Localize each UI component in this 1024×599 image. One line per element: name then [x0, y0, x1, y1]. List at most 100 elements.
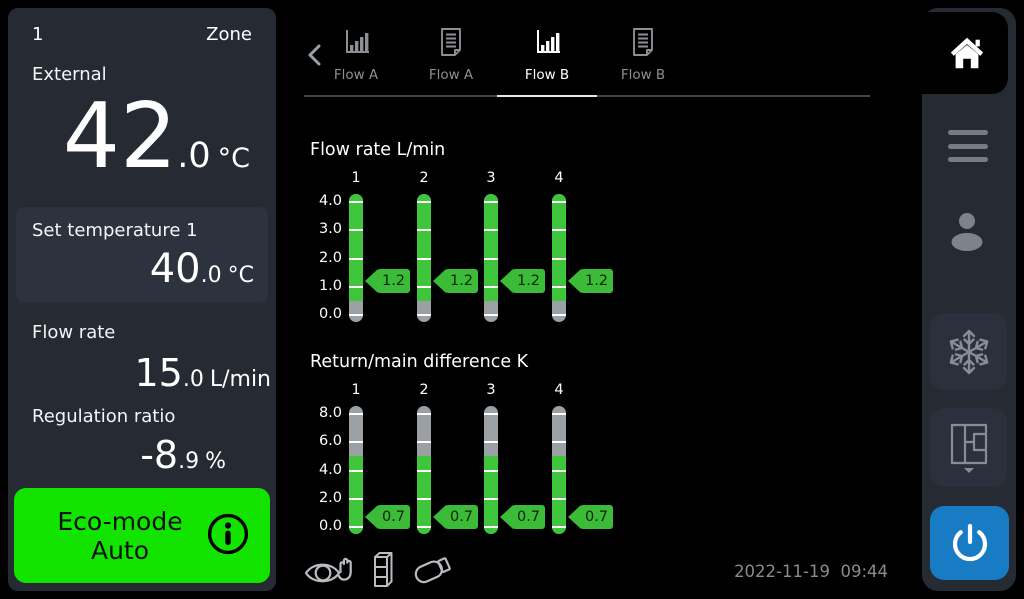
- bar-chart-icon: [532, 27, 562, 61]
- pointer-value-label: 0.7: [580, 505, 613, 530]
- gauge-tick-line: [552, 469, 566, 472]
- gauge-tick-line: [349, 497, 363, 500]
- gauge-number-label: 1: [351, 170, 361, 186]
- pointer-value-label: 0.7: [445, 505, 478, 530]
- gauge-chart: Flow rate L/min 4.0 3.0 2.0 1.0 0.0 1 1.2 2 1.2 3 1…: [284, 140, 894, 352]
- y-axis-tick-label: 0.0: [318, 306, 342, 322]
- gauge-tick-line: [349, 201, 363, 203]
- gauge-number-label: 3: [486, 170, 496, 186]
- y-axis-tick-label: 4.0: [318, 193, 342, 209]
- y-axis-tick-label: 4.0: [318, 461, 342, 478]
- gauge-tick-line: [417, 526, 431, 528]
- gauge-bar: [484, 194, 498, 322]
- document-icon: [630, 27, 656, 61]
- pointer-value-label: 1.2: [377, 269, 410, 294]
- gauge-green-zone: [349, 456, 363, 534]
- gauge-green-zone: [552, 456, 566, 534]
- home-icon: [950, 37, 984, 69]
- gauge-tick-line: [417, 314, 431, 316]
- gauge-tick-line: [417, 285, 431, 288]
- chart-title: Flow rate L/min: [310, 140, 446, 160]
- gauge-bar: [552, 406, 566, 534]
- gauge-tick-line: [484, 257, 498, 260]
- pointer-arrow-tip: [365, 269, 378, 294]
- home-button[interactable]: [896, 12, 1008, 94]
- tab-flow-a-report[interactable]: Flow A: [401, 26, 501, 84]
- tab-flow-a-chart[interactable]: Flow A: [306, 26, 406, 84]
- gauge-tick-line: [417, 257, 431, 260]
- gauge-tick-line: [484, 441, 498, 444]
- gauge-tick-line: [484, 469, 498, 472]
- regulation-ratio-value: -8 .9 %: [140, 433, 226, 477]
- pointer-arrow-tip: [500, 269, 513, 294]
- zone-header: 1 Zone: [32, 24, 252, 45]
- gauge-value-pointer: 0.7: [568, 505, 613, 530]
- gauge-value-pointer: 1.2: [365, 269, 410, 294]
- gauge-value-pointer: 1.2: [433, 269, 478, 294]
- eco-mode-label: Eco-mode Auto: [57, 506, 183, 565]
- gauge-value-pointer: 1.2: [568, 269, 613, 294]
- set-temperature-card[interactable]: Set temperature 1 40 .0 °C: [16, 207, 268, 302]
- gauge-green-zone: [484, 194, 498, 301]
- gauge-number-label: 2: [419, 382, 429, 398]
- flow-rate-value: 15 .0 L/min: [134, 351, 271, 395]
- power-icon: [952, 523, 987, 562]
- gauge-bar: [349, 406, 363, 534]
- gauge-tick-line: [552, 314, 566, 316]
- gauge-tick-line: [417, 441, 431, 444]
- info-icon: [206, 512, 250, 560]
- menu-button[interactable]: [948, 130, 988, 162]
- gauge-tick-line: [484, 413, 498, 415]
- gauge-number-label: 4: [554, 382, 564, 398]
- tab-scroll-left-button[interactable]: [302, 40, 328, 70]
- gauge-tick-line: [552, 413, 566, 415]
- gauge-tick-line: [484, 285, 498, 288]
- gauge-bar: [417, 194, 431, 322]
- tab-flow-b-report[interactable]: Flow B: [593, 26, 693, 84]
- y-axis-tick-label: 2.0: [318, 249, 342, 266]
- cooling-mode-button[interactable]: [930, 313, 1007, 390]
- gauge-number-label: 3: [486, 382, 496, 398]
- gauge-tick-line: [484, 497, 498, 500]
- zone-number: 1: [32, 24, 44, 45]
- chevron-left-icon: [308, 44, 321, 66]
- gauge-tick-line: [552, 441, 566, 444]
- gauge-tick-line: [552, 497, 566, 500]
- gauge-tick-line: [349, 413, 363, 415]
- status-icons: [304, 550, 454, 594]
- datetime-display: 2022-11-19 09:44: [734, 562, 888, 581]
- user-button[interactable]: [947, 210, 987, 252]
- gauge-tick-line: [552, 257, 566, 260]
- pointer-value-label: 1.2: [512, 269, 545, 294]
- supervision-eye-hand-icon: [304, 551, 354, 593]
- y-axis-tick-label: 3.0: [318, 221, 342, 238]
- gauge-tick-line: [349, 257, 363, 260]
- menu-icon: [948, 130, 988, 135]
- y-axis-tick-label: 0.0: [318, 518, 342, 534]
- gauge-tick-line: [349, 229, 363, 232]
- floor-plan-button[interactable]: [930, 408, 1007, 487]
- pointer-arrow-tip: [433, 269, 446, 294]
- gauge-tick-line: [484, 526, 498, 528]
- gauge-tick-line: [484, 229, 498, 232]
- gauge-tick-line: [552, 201, 566, 203]
- power-button[interactable]: [930, 506, 1009, 580]
- external-temp-label: External: [32, 64, 107, 85]
- gauge-number-label: 2: [419, 170, 429, 186]
- pointer-value-label: 1.2: [445, 269, 478, 294]
- gauge-bar: [349, 194, 363, 322]
- gauge-number-label: 1: [351, 382, 361, 398]
- flow-rate-label: Flow rate: [32, 322, 116, 343]
- eco-mode-button[interactable]: Eco-mode Auto: [14, 488, 270, 583]
- document-icon: [438, 27, 464, 61]
- y-axis-tick-label: 1.0: [318, 277, 342, 294]
- gauge-number-label: 4: [554, 170, 564, 186]
- gauge-green-zone: [349, 194, 363, 301]
- gauge-bar: [484, 406, 498, 534]
- tab-flow-b-chart[interactable]: Flow B: [497, 26, 597, 84]
- pointer-arrow-tip: [433, 505, 446, 530]
- y-axis-tick-label: 6.0: [318, 433, 342, 450]
- user-icon: [951, 213, 983, 251]
- gauge-tick-line: [417, 469, 431, 472]
- gauge-chart: Return/main difference K 8.0 6.0 4.0 2.0 0.0 1…: [284, 352, 894, 564]
